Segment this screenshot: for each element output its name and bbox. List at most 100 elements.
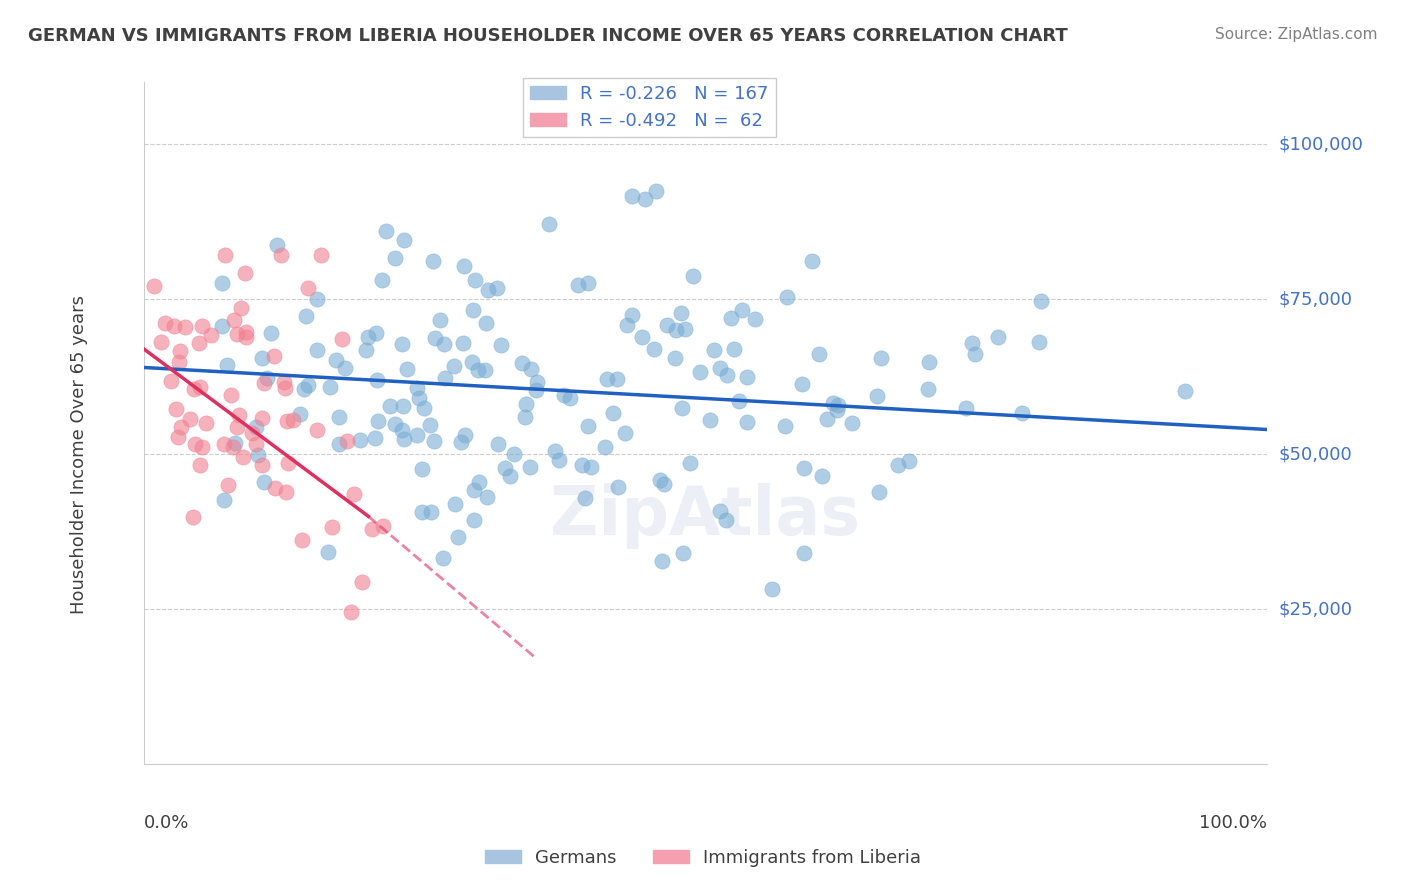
- Point: [245, 420, 267, 434]
- Point: [672, 546, 695, 560]
- Point: [222, 440, 245, 454]
- Point: [498, 469, 520, 483]
- Point: [392, 432, 415, 446]
- Point: [411, 505, 433, 519]
- Point: [682, 269, 704, 284]
- Point: [357, 330, 380, 344]
- Point: [444, 497, 467, 511]
- Point: [405, 381, 427, 395]
- Point: [246, 448, 269, 462]
- Point: [250, 458, 273, 472]
- Point: [384, 251, 406, 265]
- Point: [273, 375, 295, 389]
- Point: [191, 440, 214, 454]
- Point: [793, 460, 815, 475]
- Point: [841, 416, 863, 430]
- Point: [987, 329, 1010, 343]
- Point: [408, 392, 430, 406]
- Point: [419, 417, 441, 432]
- Text: $50,000: $50,000: [1278, 445, 1353, 463]
- Point: [226, 327, 249, 342]
- Point: [391, 399, 413, 413]
- Point: [263, 481, 285, 495]
- Point: [432, 551, 454, 566]
- Point: [800, 253, 823, 268]
- Point: [183, 382, 205, 396]
- Point: [274, 381, 297, 395]
- Point: [519, 459, 541, 474]
- Point: [515, 397, 537, 411]
- Point: [259, 326, 281, 341]
- Text: ZipAtlas: ZipAtlas: [550, 483, 860, 549]
- Point: [477, 490, 499, 504]
- Point: [195, 416, 218, 430]
- Point: [689, 365, 711, 379]
- Point: [515, 410, 537, 425]
- Point: [307, 423, 329, 437]
- Point: [252, 351, 274, 366]
- Point: [737, 369, 759, 384]
- Point: [669, 306, 692, 320]
- Legend: R = -0.226   N = 167, R = -0.492   N =  62: R = -0.226 N = 167, R = -0.492 N = 62: [523, 78, 776, 137]
- Point: [633, 192, 655, 206]
- Point: [486, 437, 509, 451]
- Point: [474, 362, 496, 376]
- Point: [163, 318, 186, 333]
- Point: [737, 415, 759, 429]
- Point: [576, 419, 599, 434]
- Point: [574, 491, 596, 505]
- Point: [367, 414, 389, 428]
- Point: [918, 355, 941, 369]
- Point: [211, 276, 233, 290]
- Point: [361, 522, 384, 536]
- Point: [468, 475, 491, 489]
- Point: [253, 475, 276, 490]
- Point: [219, 388, 242, 402]
- Point: [548, 453, 571, 467]
- Point: [266, 237, 288, 252]
- Point: [276, 485, 298, 500]
- Point: [963, 347, 986, 361]
- Text: $75,000: $75,000: [1278, 290, 1353, 309]
- Point: [454, 428, 477, 442]
- Point: [405, 428, 427, 442]
- Point: [477, 283, 499, 297]
- Point: [270, 248, 292, 262]
- Point: [775, 290, 797, 304]
- Point: [294, 309, 316, 323]
- Point: [703, 343, 725, 358]
- Point: [567, 278, 589, 293]
- Point: [366, 373, 388, 387]
- Point: [328, 437, 350, 451]
- Point: [606, 372, 628, 386]
- Point: [593, 441, 616, 455]
- Point: [422, 254, 444, 268]
- Point: [807, 347, 830, 361]
- Text: GERMAN VS IMMIGRANTS FROM LIBERIA HOUSEHOLDER INCOME OVER 65 YEARS CORRELATION C: GERMAN VS IMMIGRANTS FROM LIBERIA HOUSEH…: [28, 27, 1069, 45]
- Point: [503, 447, 526, 461]
- Point: [328, 410, 350, 425]
- Point: [486, 280, 509, 294]
- Point: [463, 483, 485, 497]
- Point: [321, 520, 343, 534]
- Point: [1028, 335, 1050, 350]
- Point: [394, 234, 416, 248]
- Point: [375, 224, 398, 238]
- Point: [384, 417, 406, 432]
- Point: [224, 435, 246, 450]
- Point: [352, 574, 374, 589]
- Point: [190, 318, 212, 333]
- Point: [955, 401, 977, 416]
- Point: [200, 327, 222, 342]
- Point: [443, 359, 465, 373]
- Point: [354, 343, 377, 357]
- Point: [325, 353, 347, 368]
- Point: [709, 504, 731, 518]
- Point: [467, 363, 489, 377]
- Point: [793, 546, 815, 560]
- Point: [827, 398, 849, 412]
- Point: [553, 388, 575, 402]
- Point: [211, 318, 233, 333]
- Point: [699, 413, 721, 427]
- Point: [461, 303, 484, 318]
